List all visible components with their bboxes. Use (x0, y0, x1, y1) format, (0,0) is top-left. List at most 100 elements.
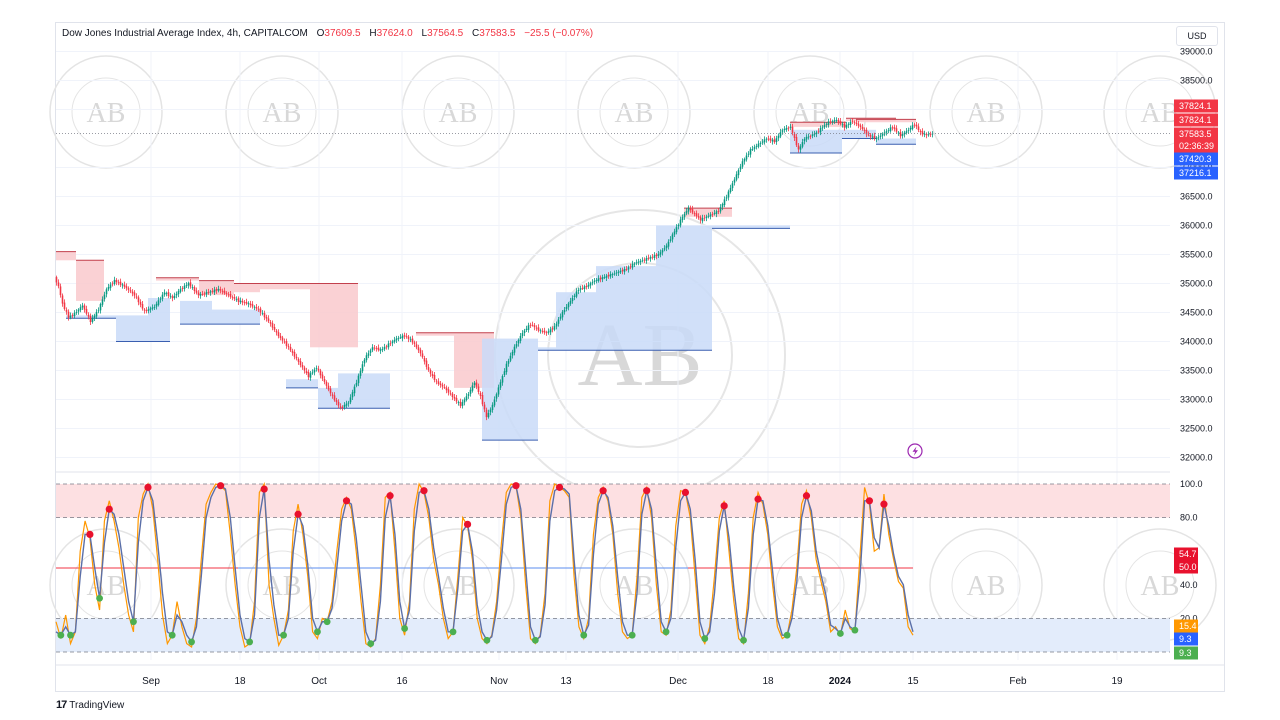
candle-body (907, 130, 910, 131)
candle-body (159, 298, 162, 300)
candle-body (55, 277, 58, 283)
candle-body (261, 313, 264, 315)
symbol-legend[interactable]: Dow Jones Industrial Average Index, 4h, … (62, 28, 593, 39)
candle-body (679, 219, 682, 226)
candle-body (777, 135, 780, 139)
overbought-marker (217, 482, 225, 490)
candle-body (837, 119, 840, 122)
candle-body (449, 393, 452, 395)
candle-body (191, 287, 194, 289)
candle-body (693, 213, 696, 214)
candle-body (849, 121, 852, 125)
overbought-marker (463, 520, 472, 528)
candle-body (763, 139, 766, 143)
price-tag-label: 02:36:39 (1179, 141, 1214, 151)
candle-body (373, 347, 376, 349)
candle-body (537, 327, 540, 331)
candle-body (349, 397, 352, 403)
price-tag (1174, 99, 1218, 113)
watermark-logo: AB (967, 571, 1006, 602)
candle-body (215, 288, 218, 291)
oscillator-tag (1174, 646, 1198, 660)
candle-body (581, 287, 584, 289)
candle-body (921, 131, 924, 135)
price-tick-label: 36500.0 (1180, 192, 1213, 202)
candle-body (707, 215, 710, 217)
candle-body (61, 295, 64, 304)
candle-body (259, 308, 262, 313)
candle-body (899, 132, 902, 137)
currency-selector[interactable]: USD (1176, 26, 1218, 46)
time-tick-label: Nov (490, 676, 508, 687)
candle-body (787, 127, 790, 129)
oversold-marker (740, 636, 747, 644)
candle-body (541, 331, 544, 332)
oscillator-axis[interactable]: 100.0 80.0 40.0 20.0 54.7 50.0 15.4 9.3 9.3 (1174, 479, 1203, 660)
candle-body (295, 356, 298, 359)
candle-body (743, 158, 746, 162)
candle-body (527, 325, 530, 330)
candle-body (765, 138, 768, 140)
candle-body (357, 375, 360, 384)
oversold-marker (168, 631, 176, 639)
candle-body (703, 217, 706, 219)
candle-body (563, 309, 566, 313)
candle-body (643, 259, 646, 261)
candle-body (365, 355, 368, 361)
candle-body (223, 290, 226, 294)
candle-body (531, 324, 534, 326)
candle-body (251, 304, 254, 307)
candle-body (397, 338, 400, 339)
candle-body (79, 307, 82, 311)
lightning-icon[interactable] (907, 443, 923, 459)
candle-body (113, 279, 116, 284)
candle-body (289, 346, 292, 351)
tradingview-brand[interactable]: 17 TradingView (56, 699, 124, 711)
candle-body (785, 127, 788, 130)
candle-body (721, 204, 724, 207)
candle-body (909, 127, 912, 130)
candle-body (569, 300, 572, 304)
candle-body (719, 207, 722, 212)
candle-body (391, 341, 394, 344)
demand-zone (180, 300, 212, 325)
candle-body (817, 131, 820, 133)
candle-body (363, 359, 366, 364)
overbought-marker (865, 497, 874, 505)
overbought-marker (880, 500, 888, 508)
candle-body (771, 139, 774, 142)
candle-body (711, 214, 714, 216)
candle-body (491, 404, 494, 410)
oversold-marker (188, 638, 195, 646)
candle-body (199, 294, 202, 296)
candle-body (815, 132, 818, 135)
demand-zone (338, 373, 390, 409)
price-tag-label: 37583.5 (1179, 129, 1212, 139)
candle-body (411, 338, 414, 343)
candle-body (351, 392, 354, 398)
candle-body (653, 255, 656, 258)
time-axis[interactable]: Sep 18 Oct 16 Nov 13 Dec 18 2024 15 Feb 19 (56, 664, 1224, 687)
oscillator-tick-label: 100.0 (1180, 479, 1203, 489)
candle-body (361, 364, 364, 372)
candle-body (247, 303, 250, 305)
watermark-ring-large (547, 262, 733, 448)
candle-body (807, 136, 810, 138)
candle-body (107, 287, 110, 290)
candle-body (265, 316, 268, 319)
candle-body (163, 292, 166, 295)
overbought-marker (420, 487, 428, 495)
candle-body (285, 341, 288, 346)
candle-body (89, 315, 92, 323)
candle-body (911, 125, 914, 129)
candle-body (125, 286, 128, 289)
candle-body (369, 350, 372, 353)
candle-body (865, 129, 868, 135)
candle-body (677, 224, 680, 227)
supply-zone (684, 208, 732, 217)
oscillator-tag-label: 9.3 (1179, 648, 1192, 658)
demand-zone (318, 387, 338, 409)
overbought-marker (643, 487, 651, 495)
candle-body (665, 245, 668, 249)
